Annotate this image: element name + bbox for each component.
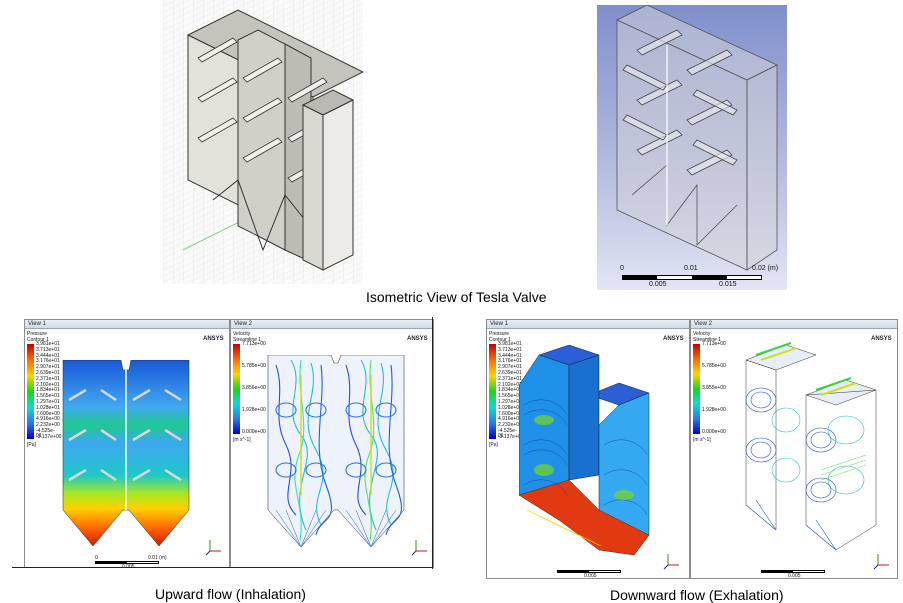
legend-value: -3.137e+00 bbox=[36, 433, 62, 440]
pressure-field-upward bbox=[62, 360, 190, 547]
top-scale-tick-3: 0.005 bbox=[649, 281, 667, 288]
legend-value: 0.000e+00 bbox=[702, 429, 726, 435]
bottom-scale-tick-3: 0.005 bbox=[584, 573, 597, 579]
velocity-unit-2: [m s^-1] bbox=[693, 437, 711, 443]
legend-value: 0.000e+00 bbox=[242, 429, 266, 435]
legend-value: 2.639e+01 bbox=[498, 370, 522, 376]
legend-value: 1.297e+01 bbox=[498, 399, 522, 405]
legend-value: 1.928e+00 bbox=[702, 407, 726, 413]
legend-value: 1.565e+01 bbox=[36, 393, 60, 400]
pressure-unit: [Pa] bbox=[27, 442, 36, 448]
legend-value: 3.713e+01 bbox=[498, 346, 522, 353]
legend-value: 7.600e+00 bbox=[36, 410, 60, 417]
legend-value: 3.981e+01 bbox=[36, 341, 60, 347]
legend-value: 5.785e+00 bbox=[242, 363, 266, 369]
ansys-logo-2: ANSYS bbox=[407, 336, 428, 342]
ansys-logo-4: ANSYS bbox=[871, 336, 892, 342]
velocity-3d-downward bbox=[745, 342, 877, 551]
legend-value: 7.600e+00 bbox=[498, 410, 522, 417]
top-scale-tick-0: 0 bbox=[620, 265, 624, 272]
legend-value: 3.856e+00 bbox=[242, 385, 266, 391]
axis-triad-icon-3 bbox=[663, 554, 679, 570]
legend-value: 1.928e+00 bbox=[242, 407, 266, 413]
legend-value: -4.525e-01 bbox=[36, 428, 55, 439]
legend-value: 1.028e+01 bbox=[498, 404, 522, 411]
downward-flow-figure: View 1 Pressure Contour 1 3.981e+01 3.713… bbox=[486, 319, 903, 579]
bottom-scale-bar-3: 0.005 bbox=[761, 568, 841, 578]
velocity-panel-downward: View 2 Velocity Streamline 1 7.713e+00 5.… bbox=[690, 319, 898, 579]
legend-value: 2.232e+00 bbox=[498, 422, 522, 429]
view-tab-1[interactable]: View 1 bbox=[25, 320, 229, 329]
top-scale-tick-4: 0.015 bbox=[719, 281, 737, 288]
view-tab-1b[interactable]: View 1 bbox=[487, 320, 689, 329]
legend-value: 2.371e+01 bbox=[498, 375, 522, 382]
legend-value: 3.176e+01 bbox=[498, 358, 522, 365]
upward-flow-figure: View 1 Pressure Contour 1 3.981e+01 3.713… bbox=[12, 317, 434, 569]
velocity-legend-title: Velocity Streamline 1 bbox=[233, 331, 262, 343]
legend-value: 3.981e+01 bbox=[498, 341, 522, 347]
velocity-colorbar bbox=[233, 344, 240, 434]
legend-value: 2.371e+01 bbox=[36, 375, 60, 382]
axis-triad-icon-4 bbox=[873, 554, 889, 570]
bottom-scale-bar: 0 0.01 (m) 0.005 bbox=[95, 555, 175, 568]
legend-value: -4.525e-01 bbox=[498, 428, 517, 439]
bottom-scale-tick-1: 0.01 (m) bbox=[148, 555, 167, 561]
view-tab-2b[interactable]: View 2 bbox=[691, 320, 897, 329]
legend-value: 2.102e+01 bbox=[498, 381, 522, 388]
caption-isometric: Isometric View of Tesla Valve bbox=[366, 289, 547, 305]
legend-value: -3.137e+00 bbox=[498, 433, 524, 440]
axis-triad-icon-2 bbox=[411, 540, 427, 556]
top-scale-tick-1: 0.01 bbox=[684, 265, 698, 272]
legend-value: 7.713e+00 bbox=[702, 341, 726, 347]
legend-value: 2.232e+00 bbox=[36, 422, 60, 429]
legend-value: 2.907e+01 bbox=[36, 364, 60, 371]
legend-value: 1.834e+01 bbox=[36, 387, 60, 394]
legend-value: 3.713e+01 bbox=[36, 346, 60, 353]
pressure-panel-downward: View 1 Pressure Contour 1 3.981e+01 3.713… bbox=[486, 319, 690, 579]
velocity-streamlines-upward bbox=[267, 355, 405, 548]
velocity-panel-upward: View 2 Velocity Streamline 1 7.713e+00 5.… bbox=[230, 319, 434, 568]
bottom-scale-tick-2: 0.005 bbox=[122, 564, 135, 568]
legend-value: 3.176e+01 bbox=[36, 358, 60, 365]
velocity-colorbar-2 bbox=[693, 344, 700, 434]
legend-value: 1.834e+01 bbox=[498, 387, 522, 394]
isometric-cad-image bbox=[163, 0, 365, 284]
top-scale-tick-2: 0.02 (m) bbox=[752, 265, 779, 272]
legend-value: 2.907e+01 bbox=[498, 364, 522, 371]
ansys-logo-3: ANSYS bbox=[663, 336, 684, 342]
legend-value: 4.916e+00 bbox=[36, 416, 60, 423]
legend-value: 2.102e+01 bbox=[36, 381, 60, 388]
view-tab-2[interactable]: View 2 bbox=[231, 320, 433, 329]
bottom-scale-tick-4: 0.005 bbox=[788, 573, 801, 579]
legend-value: 2.639e+01 bbox=[36, 370, 60, 376]
legend-value: 7.713e+00 bbox=[242, 341, 266, 347]
transparent-ansys-image: 0 0.01 0.02 (m) 0.005 0.015 bbox=[597, 4, 787, 290]
bottom-scale-bar-2: 0.005 bbox=[557, 568, 637, 578]
axis-triad-icon bbox=[205, 540, 221, 556]
legend-value: 5.785e+00 bbox=[702, 363, 726, 369]
caption-upward: Upward flow (Inhalation) bbox=[155, 586, 306, 602]
legend-value: 3.855e+00 bbox=[702, 385, 726, 391]
pressure-colorbar-2 bbox=[489, 344, 496, 439]
pressure-colorbar bbox=[27, 344, 34, 439]
pressure-unit-2: [Pa] bbox=[489, 442, 498, 448]
pressure-legend-title-2: Pressure Contour 1 bbox=[489, 331, 511, 343]
pressure-panel-upward: View 1 Pressure Contour 1 3.981e+01 3.713… bbox=[24, 319, 230, 568]
pressure-3d-downward bbox=[519, 345, 650, 556]
legend-value: 4.916e+00 bbox=[498, 416, 522, 423]
legend-value: 1.565e+01 bbox=[498, 393, 522, 400]
velocity-legend-title-2: Velocity Streamline 1 bbox=[693, 331, 722, 343]
caption-downward: Downward flow (Exhalation) bbox=[610, 587, 784, 603]
legend-value: 3.444e+01 bbox=[498, 352, 522, 359]
ansys-logo: ANSYS bbox=[203, 336, 224, 342]
legend-value: 1.028e+01 bbox=[36, 404, 60, 411]
top-scale-bar: 0 0.01 0.02 (m) 0.005 0.015 bbox=[620, 265, 782, 288]
pressure-legend-title: Pressure Contour 1 bbox=[27, 331, 49, 343]
legend-value: 1.297e+01 bbox=[36, 399, 60, 405]
bottom-scale-tick-0: 0 bbox=[95, 555, 98, 561]
legend-value: 3.444e+01 bbox=[36, 352, 60, 359]
velocity-unit: [m s^-1] bbox=[233, 437, 251, 443]
